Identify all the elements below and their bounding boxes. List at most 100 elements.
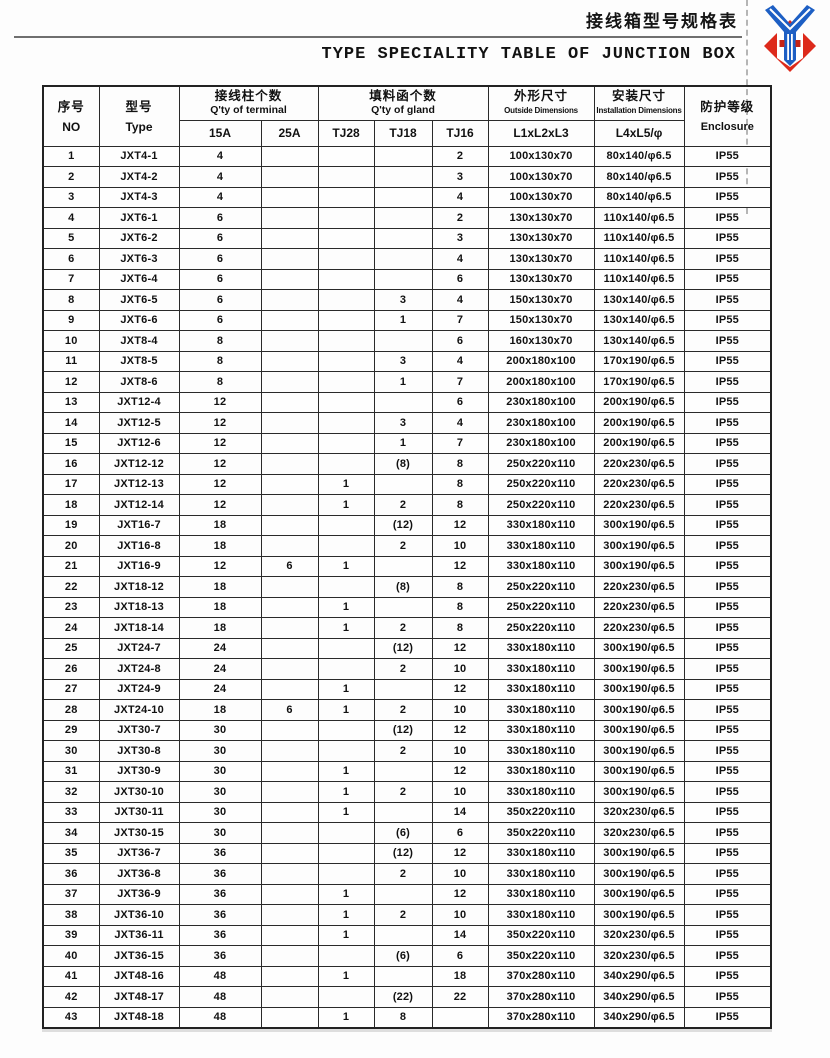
cell-tj16: 7 — [431, 309, 489, 331]
cell-install-dim: 200x190/φ6.5 — [593, 391, 685, 413]
cell-enclosure: IP55 — [683, 248, 772, 270]
table-row: 36 JXT36-8 36 2 10 330x180x110 300x190/φ6.5 IP5… — [42, 863, 772, 885]
cell-tj18 — [373, 330, 433, 352]
cell-outside-dim: 330x180x110 — [487, 637, 595, 659]
cell-tj18: 2 — [373, 658, 433, 680]
cell-install-dim: 300x190/φ6.5 — [593, 514, 685, 536]
cell-tj28: 1 — [317, 473, 375, 495]
cell-15a: 36 — [178, 924, 262, 946]
cell-enclosure: IP55 — [683, 412, 772, 434]
page-title-chinese: 接线箱型号规格表 — [586, 12, 738, 31]
cell-15a: 18 — [178, 596, 262, 618]
cell-tj16: 12 — [431, 883, 489, 905]
table-row: 20 JXT16-8 18 2 10 330x180x110 300x190/φ6.5 IP5… — [42, 535, 772, 557]
cell-15a: 30 — [178, 719, 262, 741]
cell-type: JXT8-6 — [98, 371, 180, 393]
header-l1l2l3: L1xL2xL3 — [487, 119, 595, 147]
cell-type: JXT6-3 — [98, 248, 180, 270]
cell-install-dim: 340x290/φ6.5 — [593, 1006, 685, 1028]
cell-outside-dim: 330x180x110 — [487, 514, 595, 536]
cell-25a — [260, 945, 319, 967]
cell-15a: 24 — [178, 637, 262, 659]
table-row: 18 JXT12-14 12 1 2 8 250x220x110 220x230/φ6.5 IP… — [42, 494, 772, 516]
cell-enclosure: IP55 — [683, 494, 772, 516]
cell-type: JXT30-10 — [98, 781, 180, 803]
cell-type: JXT36-11 — [98, 924, 180, 946]
cell-tj16: 8 — [431, 453, 489, 475]
cell-25a — [260, 904, 319, 926]
cell-outside-dim: 250x220x110 — [487, 596, 595, 618]
cell-tj28 — [317, 268, 375, 290]
cell-type: JXT4-2 — [98, 166, 180, 188]
cell-outside-dim: 100x130x70 — [487, 166, 595, 188]
cell-15a: 36 — [178, 904, 262, 926]
cell-no: 33 — [42, 801, 100, 823]
cell-15a: 36 — [178, 842, 262, 864]
header-gland-group: 填料函个数 Q'ty of gland — [317, 85, 489, 121]
cell-type: JXT6-5 — [98, 289, 180, 311]
cell-type: JXT24-9 — [98, 678, 180, 700]
cell-install-dim: 320x230/φ6.5 — [593, 801, 685, 823]
cell-tj28 — [317, 432, 375, 454]
cell-outside-dim: 230x180x100 — [487, 391, 595, 413]
cell-tj28 — [317, 842, 375, 864]
cell-type: JXT30-8 — [98, 740, 180, 762]
company-logo-icon — [764, 5, 816, 72]
table-row: 19 JXT16-7 18 (12) 12 330x180x110 300x190/φ6.5… — [42, 514, 772, 536]
cell-25a — [260, 617, 319, 639]
cell-tj28: 1 — [317, 801, 375, 823]
cell-enclosure: IP55 — [683, 555, 772, 577]
cell-tj18: 2 — [373, 740, 433, 762]
cell-tj28: 1 — [317, 699, 375, 721]
cell-15a: 12 — [178, 412, 262, 434]
cell-tj28 — [317, 576, 375, 598]
cell-25a — [260, 760, 319, 782]
cell-install-dim: 170x190/φ6.5 — [593, 350, 685, 372]
cell-25a: 6 — [260, 555, 319, 577]
cell-tj18 — [373, 473, 433, 495]
cell-no: 5 — [42, 227, 100, 249]
cell-enclosure: IP55 — [683, 740, 772, 762]
cell-outside-dim: 250x220x110 — [487, 473, 595, 495]
cell-25a — [260, 637, 319, 659]
table-row: 3 JXT4-3 4 4 100x130x70 80x140/φ6.5 IP55 — [42, 186, 772, 208]
header-enclosure: 防护等级 Enclosure — [683, 85, 772, 147]
cell-tj16: 12 — [431, 719, 489, 741]
cell-tj28: 1 — [317, 883, 375, 905]
cell-type: JXT12-14 — [98, 494, 180, 516]
cell-tj28 — [317, 514, 375, 536]
cell-tj28 — [317, 391, 375, 413]
cell-tj28 — [317, 145, 375, 167]
cell-install-dim: 300x190/φ6.5 — [593, 637, 685, 659]
cell-type: JXT30-15 — [98, 822, 180, 844]
cell-25a — [260, 514, 319, 536]
cell-no: 3 — [42, 186, 100, 208]
cell-no: 32 — [42, 781, 100, 803]
cell-outside-dim: 200x180x100 — [487, 350, 595, 372]
cell-type: JXT30-9 — [98, 760, 180, 782]
cell-tj18 — [373, 248, 433, 270]
cell-tj28 — [317, 453, 375, 475]
cell-tj18: 2 — [373, 494, 433, 516]
cell-outside-dim: 250x220x110 — [487, 453, 595, 475]
cell-tj16: 12 — [431, 637, 489, 659]
cell-15a: 30 — [178, 740, 262, 762]
cell-25a — [260, 289, 319, 311]
cell-tj18 — [373, 555, 433, 577]
cell-no: 16 — [42, 453, 100, 475]
cell-tj28 — [317, 186, 375, 208]
cell-tj16: 10 — [431, 781, 489, 803]
cell-tj16: 10 — [431, 863, 489, 885]
cell-type: JXT24-7 — [98, 637, 180, 659]
cell-no: 7 — [42, 268, 100, 290]
cell-install-dim: 320x230/φ6.5 — [593, 945, 685, 967]
cell-enclosure: IP55 — [683, 801, 772, 823]
cell-tj16: 8 — [431, 617, 489, 639]
cell-tj28: 1 — [317, 760, 375, 782]
cell-tj16: 14 — [431, 801, 489, 823]
table-row: 16 JXT12-12 12 (8) 8 250x220x110 220x230/φ6.5 I… — [42, 453, 772, 475]
cell-25a — [260, 166, 319, 188]
cell-tj16: 2 — [431, 145, 489, 167]
cell-tj18 — [373, 678, 433, 700]
cell-tj16: 4 — [431, 186, 489, 208]
